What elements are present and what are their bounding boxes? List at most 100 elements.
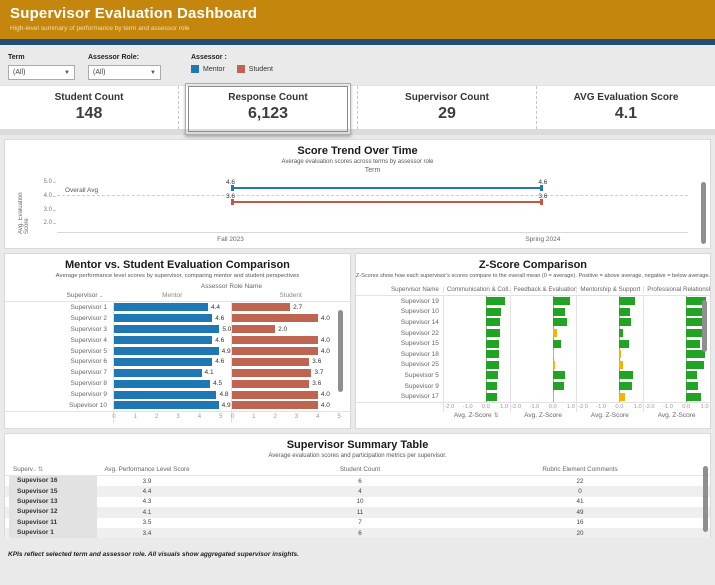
comparison-bar-mentor[interactable] [114, 325, 220, 334]
term-dropdown[interactable]: (All) ▼ [8, 65, 75, 80]
comparison-bar-student[interactable] [232, 401, 318, 410]
zscore-axis-label[interactable]: Avg. Z-Score [590, 412, 629, 419]
table-row-supervisor[interactable]: Supevisor 12 [9, 506, 97, 518]
kpi-card-avg-evaluation-score[interactable]: AVG Evaluation Score 4.1 [536, 86, 715, 129]
comparison-row-label[interactable]: Supevisor 10 [69, 401, 107, 409]
zscore-bar[interactable] [552, 339, 561, 348]
zscore-bar[interactable] [552, 392, 555, 401]
comparison-row-label[interactable]: Supervisor 4 [70, 336, 108, 344]
zscore-col-professional[interactable]: Professional Relationsh.. [643, 286, 710, 293]
comparison-bar-student[interactable] [232, 368, 312, 377]
comparison-bar-student[interactable] [232, 303, 291, 312]
summary-col-comments[interactable]: Rubric Element Comments [542, 466, 618, 473]
legend-item-student[interactable]: Student [236, 65, 273, 73]
zscore-bar[interactable] [552, 307, 566, 316]
comparison-bar-mentor[interactable] [114, 357, 213, 366]
table-row[interactable]: Supevisor 11 3.5 7 16 [5, 517, 710, 528]
zscore-bar[interactable] [552, 382, 564, 391]
legend-item-mentor[interactable]: Mentor [191, 65, 225, 73]
table-row-supervisor[interactable]: Supevisor 1 [9, 527, 97, 538]
zscore-axis-label[interactable]: Avg. Z-Score ⇅ [453, 412, 499, 419]
comparison-row-label[interactable]: Supervisor 2 [70, 314, 108, 322]
table-row-supervisor[interactable]: Supevisor 13 [9, 496, 97, 507]
zscore-row-label[interactable]: Supevisor 5 [404, 371, 439, 379]
summary-col-score[interactable]: Avg. Performance Level Score [104, 466, 190, 473]
kpi-card-student-count[interactable]: Student Count 148 [0, 86, 178, 129]
comparison-row-label[interactable]: Supervisor 3 [70, 325, 108, 333]
comparison-bar-mentor[interactable] [114, 379, 211, 388]
comparison-bar-mentor[interactable] [114, 390, 217, 399]
comparison-row-label[interactable]: Supervisor 5 [70, 347, 108, 355]
zscore-bar[interactable] [619, 307, 631, 316]
zscore-bar[interactable] [485, 382, 497, 391]
zscore-col-feedback[interactable]: Feedback & Evaluation [509, 286, 576, 293]
comparison-bar-mentor[interactable] [114, 336, 213, 345]
table-row[interactable]: Supevisor 13 4.3 10 41 [5, 496, 710, 507]
zscore-bar[interactable] [619, 350, 621, 359]
zscore-col-supervisor-name[interactable]: Supervisor Name [391, 286, 439, 293]
table-row[interactable]: Supevisor 12 4.1 11 49 [5, 506, 710, 518]
zscore-row-label[interactable]: Supevisor 19 [400, 297, 439, 305]
kpi-card-supervisor-count[interactable]: Supervisor Count 29 [357, 86, 536, 129]
comparison-bar-student[interactable] [232, 379, 310, 388]
comparison-col-mentor[interactable]: Mentor [162, 292, 183, 299]
zscore-col-communication[interactable]: Communication & Coll.. [442, 286, 510, 293]
zscore-bar[interactable] [686, 297, 707, 306]
zscore-bar[interactable] [485, 350, 499, 359]
comparison-scrollbar[interactable] [337, 310, 343, 392]
comparison-col-student[interactable]: Student [279, 292, 302, 299]
zscore-bar[interactable] [686, 360, 704, 369]
zscore-bar[interactable] [552, 318, 568, 327]
zscore-bar[interactable] [485, 371, 498, 380]
zscore-row-label[interactable]: Supevisor 15 [400, 340, 439, 348]
zscore-bar[interactable] [485, 392, 497, 401]
trend-scrollbar[interactable] [701, 182, 706, 244]
comparison-bar-student[interactable] [232, 357, 310, 366]
zscore-bar[interactable] [686, 339, 700, 348]
comparison-row-label[interactable]: Supervisor 7 [70, 369, 108, 377]
zscore-bar[interactable] [552, 371, 566, 380]
zscore-bar[interactable] [485, 329, 500, 338]
summary-col-supervisor[interactable]: Superv.. ⇅ [13, 466, 44, 473]
zscore-bar[interactable] [552, 350, 555, 359]
zscore-bar[interactable] [552, 297, 570, 306]
table-row-supervisor[interactable]: Supevisor 15 [9, 485, 97, 497]
zscore-bar[interactable] [619, 329, 624, 338]
comparison-bar-mentor[interactable] [114, 347, 219, 355]
zscore-axis-label[interactable]: Avg. Z-Score [524, 412, 562, 419]
summary-col-students[interactable]: Student Count [339, 466, 381, 473]
comparison-bar-student[interactable] [232, 390, 318, 399]
comparison-bar-student[interactable] [232, 314, 318, 323]
zscore-row-label[interactable]: Supevisor 22 [400, 329, 439, 337]
comparison-row-label[interactable]: Supervisor 1 [70, 303, 108, 311]
comparison-bar-student[interactable] [232, 325, 276, 334]
trend-line-student[interactable] [230, 198, 544, 205]
comparison-row-label[interactable]: Supervisor 8 [70, 380, 108, 388]
zscore-bar[interactable] [619, 392, 625, 401]
sort-icon[interactable]: ⇅ [37, 467, 44, 473]
sort-icon[interactable]: ⇅ [493, 413, 499, 419]
zscore-bar[interactable] [619, 371, 634, 380]
comparison-bar-mentor[interactable] [114, 314, 213, 323]
zscore-row-label[interactable]: Supevisor 17 [400, 393, 439, 401]
zscore-bar[interactable] [686, 350, 705, 359]
kpi-card-response-count[interactable]: Response Count 6,123 [178, 83, 357, 135]
table-row[interactable]: Supevisor 1 3.4 6 20 [5, 527, 710, 539]
zscore-bar[interactable] [485, 318, 501, 327]
zscore-axis-label[interactable]: Avg. Z-Score [657, 412, 696, 419]
zscore-row-label[interactable]: Supevisor 14 [400, 318, 439, 326]
zscore-bar[interactable] [686, 392, 701, 401]
table-row[interactable]: Supevisor 15 4.4 4 0 [5, 485, 710, 497]
trend-line-mentor[interactable] [230, 184, 544, 191]
zscore-bar[interactable] [686, 382, 699, 391]
comparison-bar-mentor[interactable] [114, 401, 219, 410]
comparison-row-label[interactable]: Supervisor 6 [70, 358, 108, 366]
assessor-role-dropdown[interactable]: (All) ▼ [88, 65, 161, 80]
zscore-bar[interactable] [552, 360, 556, 369]
zscore-row-label[interactable]: Supevisor 9 [404, 382, 439, 390]
zscore-bar[interactable] [686, 318, 705, 327]
table-row[interactable]: Supevisor 16 3.9 6 22 [5, 475, 710, 486]
zscore-bar[interactable] [485, 297, 506, 306]
table-row-supervisor[interactable]: Supevisor 16 [9, 475, 97, 486]
zscore-row-label[interactable]: Supevisor 10 [400, 308, 439, 316]
